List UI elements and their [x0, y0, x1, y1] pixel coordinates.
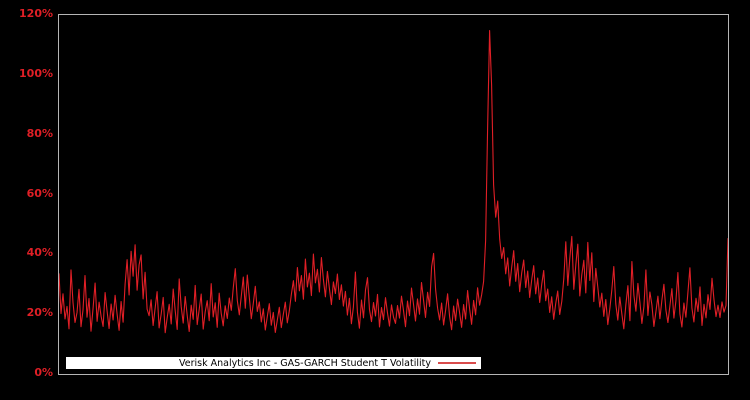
y-tick-label-20: 20%: [26, 306, 53, 319]
y-tick-label-100: 100%: [19, 67, 53, 80]
legend: Verisk Analytics Inc - GAS-GARCH Student…: [66, 357, 481, 369]
y-tick-label-40: 40%: [26, 246, 53, 259]
legend-label: Verisk Analytics Inc - GAS-GARCH Student…: [178, 357, 431, 369]
y-tick-label-60: 60%: [26, 187, 53, 200]
legend-line-sample-icon: [438, 362, 476, 364]
volatility-line: [59, 30, 728, 334]
y-tick-label-80: 80%: [26, 127, 53, 140]
series-svg: [59, 30, 728, 334]
y-tick-label-120: 120%: [19, 7, 53, 20]
plot-area: [58, 14, 729, 375]
y-tick-label-0: 0%: [34, 366, 53, 379]
